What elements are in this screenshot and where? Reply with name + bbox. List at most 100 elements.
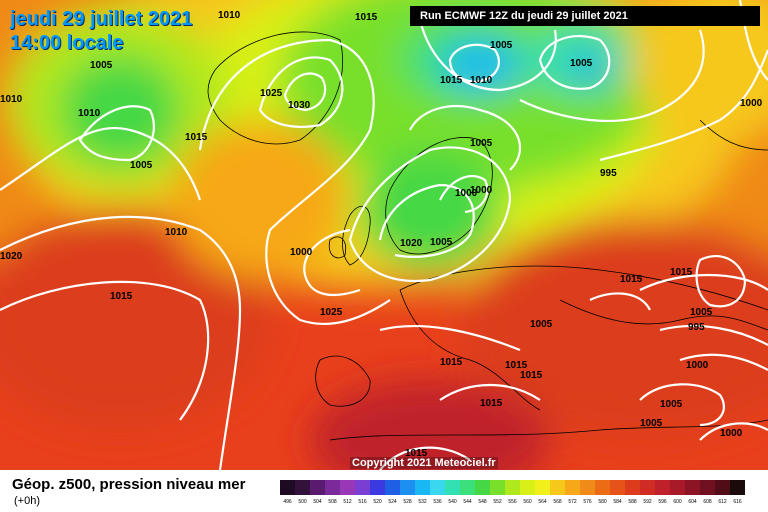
- legend-tick: 544: [463, 499, 472, 505]
- legend-swatch: [700, 480, 715, 495]
- legend-tick: 564: [538, 499, 547, 505]
- legend-swatch: [535, 480, 550, 495]
- isobar-label: 1020: [0, 251, 23, 262]
- isobar-label: 1015: [440, 357, 463, 368]
- legend-swatch: [580, 480, 595, 495]
- isobar-label: 1015: [440, 75, 463, 86]
- isobar-label: 1015: [110, 291, 133, 302]
- legend-swatch: [370, 480, 385, 495]
- legend-swatch: [550, 480, 565, 495]
- pressure-map: 1010 1015 1005 1010 1015 1005 1025 1030 1010 1005…: [0, 0, 768, 470]
- isobar-label: 1005: [690, 307, 713, 318]
- legend-tick: 548: [478, 499, 487, 505]
- legend-swatch: [385, 480, 400, 495]
- legend-tick: 552: [493, 499, 502, 505]
- legend-tick-labels: 496 500 504 508 512 516 520 524 528 532 536 540 544 5…: [280, 499, 745, 506]
- isobar-label: 1010: [218, 10, 241, 21]
- isobar-label: 1005: [470, 138, 493, 149]
- isobar-label: 1015: [405, 448, 428, 459]
- legend-tick: 512: [343, 499, 352, 505]
- isobar-label: 1000: [290, 247, 313, 258]
- isobar-label: 1015: [185, 132, 208, 143]
- isobar-label: 1005: [660, 399, 683, 410]
- forecast-time: 14:00 locale: [10, 32, 124, 54]
- isobar-label: 1005: [430, 237, 453, 248]
- legend-tick: 608: [703, 499, 712, 505]
- legend-swatch: [280, 480, 295, 495]
- legend-swatch: [640, 480, 655, 495]
- isobars: [0, 0, 768, 470]
- isobar-labels: 1010 1015 1005 1010 1015 1005 1025 1030 1010 1005…: [0, 10, 763, 459]
- legend-tick: 576: [583, 499, 592, 505]
- isobar-label: 1015: [355, 12, 378, 23]
- isobar-label: 1030: [288, 100, 311, 111]
- map-title: Géop. z500, pression niveau mer: [12, 476, 246, 493]
- isobar-label: 995: [600, 168, 617, 179]
- legend-tick: 524: [388, 499, 397, 505]
- legend-swatch: [325, 480, 340, 495]
- legend-swatch: [400, 480, 415, 495]
- legend-swatch: [355, 480, 370, 495]
- legend-tick: 604: [688, 499, 697, 505]
- copyright-notice: Copyright 2021 Meteociel.fr: [350, 457, 498, 469]
- legend-tick: 612: [718, 499, 727, 505]
- legend-swatch: [490, 480, 505, 495]
- legend-swatch: [430, 480, 445, 495]
- isobar-label: 1005: [90, 60, 113, 71]
- legend-tick: 520: [373, 499, 382, 505]
- legend-swatch: [460, 480, 475, 495]
- legend-tick: 532: [418, 499, 427, 505]
- legend-swatch: [685, 480, 700, 495]
- isobar-label: 1000: [720, 428, 743, 439]
- legend-tick: 516: [358, 499, 367, 505]
- color-legend: [280, 480, 745, 495]
- legend-swatch: [475, 480, 490, 495]
- legend-swatch: [310, 480, 325, 495]
- isobar-label: 1005: [640, 418, 663, 429]
- isobar-label: 1025: [260, 88, 283, 99]
- legend-tick: 588: [628, 499, 637, 505]
- legend-tick: 584: [613, 499, 622, 505]
- legend-swatch: [520, 480, 535, 495]
- legend-swatch: [730, 480, 745, 495]
- isobar-label: 1015: [505, 360, 528, 371]
- legend-swatch: [610, 480, 625, 495]
- forecast-date: jeudi 29 juillet 2021: [10, 8, 193, 30]
- isobar-label: 1010: [78, 108, 101, 119]
- legend-tick: 616: [733, 499, 742, 505]
- legend-tick: 536: [433, 499, 442, 505]
- isobar-label: 1000: [740, 98, 763, 109]
- isobar-label: 1005: [530, 319, 553, 330]
- isobar-label: 1010: [470, 75, 493, 86]
- legend-tick: 556: [508, 499, 517, 505]
- isobar-label: 1015: [620, 274, 643, 285]
- forecast-offset: (+0h): [14, 495, 40, 507]
- isobar-label: 1000: [686, 360, 709, 371]
- legend-swatch: [295, 480, 310, 495]
- isobar-label: 1015: [520, 370, 543, 381]
- legend-swatch: [625, 480, 640, 495]
- isobar-label: 1005: [490, 40, 513, 51]
- isobar-label: 1005: [570, 58, 593, 69]
- legend-swatch: [670, 480, 685, 495]
- isobar-label: 1015: [480, 398, 503, 409]
- isobar-label: 1000: [455, 188, 478, 199]
- legend-swatch: [595, 480, 610, 495]
- isobar-label: 1010: [0, 94, 23, 105]
- legend-tick: 580: [598, 499, 607, 505]
- legend-swatch: [565, 480, 580, 495]
- legend-tick: 528: [403, 499, 412, 505]
- isobar-label: 1010: [165, 227, 188, 238]
- legend-tick: 596: [658, 499, 667, 505]
- legend-tick: 600: [673, 499, 682, 505]
- legend-swatch: [415, 480, 430, 495]
- isobar-label: 1015: [670, 267, 693, 278]
- legend-swatch: [340, 480, 355, 495]
- isobar-label: 1000: [470, 185, 493, 196]
- isobar-label: 1005: [130, 160, 153, 171]
- legend-tick: 568: [553, 499, 562, 505]
- legend-tick: 500: [298, 499, 307, 505]
- legend-swatch: [715, 480, 730, 495]
- legend-swatch: [655, 480, 670, 495]
- legend-swatch: [505, 480, 520, 495]
